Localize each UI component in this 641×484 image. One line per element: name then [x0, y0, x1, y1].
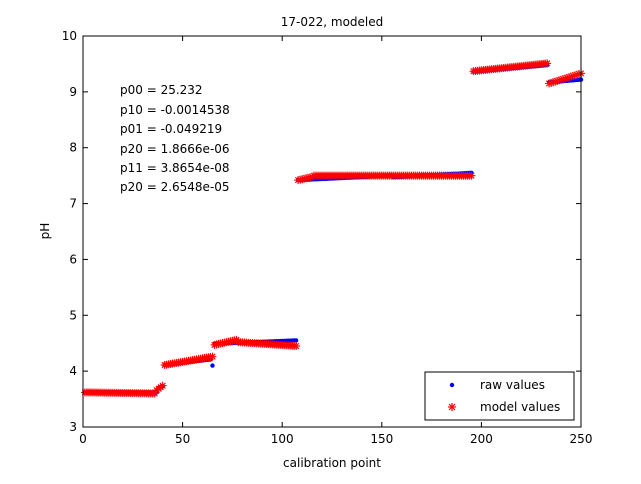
- x-tick-label: 100: [271, 432, 294, 446]
- y-tick-label: 7: [69, 197, 77, 211]
- x-axis-label: calibration point: [283, 456, 381, 470]
- y-tick-label: 3: [69, 420, 77, 434]
- raw-value-point: [293, 338, 299, 343]
- legend: raw values model values: [424, 371, 575, 421]
- y-axis-label: pH: [38, 223, 52, 240]
- y-tick-label: 6: [69, 252, 77, 266]
- series-model-values: [80, 59, 585, 398]
- y-tick-label: 8: [69, 141, 77, 155]
- y-tick-label: 9: [69, 85, 77, 99]
- legend-model-marker: [448, 403, 456, 411]
- model-value-point: [467, 171, 476, 180]
- annotation-p00: p00 = 25.232: [120, 83, 203, 97]
- model-value-point: [292, 342, 301, 351]
- legend-raw-label: raw values: [480, 378, 545, 392]
- model-value-point: [208, 352, 217, 361]
- legend-raw-marker: [449, 382, 455, 388]
- y-tick-label: 4: [69, 364, 77, 378]
- raw-value-point: [210, 363, 215, 368]
- y-tick-label: 5: [69, 308, 77, 322]
- model-value-point: [543, 59, 552, 68]
- data-points: [80, 59, 585, 398]
- x-tick-label: 0: [79, 432, 87, 446]
- annotation-p20-second: p20 = 2.6548e-05: [120, 180, 230, 194]
- plot-frame: [82, 35, 582, 428]
- x-tick-label: 50: [175, 432, 190, 446]
- annotation-p11: p11 = 3.8654e-08: [120, 161, 230, 175]
- annotation-p10: p10 = -0.0014538: [120, 103, 230, 117]
- annotation-p20: p20 = 1.8666e-06: [120, 142, 230, 156]
- y-tick-label: 10: [62, 29, 77, 43]
- x-tick-label: 250: [570, 432, 593, 446]
- model-value-point: [158, 381, 167, 390]
- annotation-p01: p01 = -0.049219: [120, 122, 222, 136]
- coefficient-annotations: p00 = 25.232 p10 = -0.0014538 p01 = -0.0…: [120, 83, 230, 194]
- chart-title: 17-022, modeled: [281, 15, 384, 29]
- x-tick-label: 200: [470, 432, 493, 446]
- legend-box: [424, 371, 575, 421]
- legend-model-label: model values: [480, 400, 560, 414]
- x-tick-label: 150: [370, 432, 393, 446]
